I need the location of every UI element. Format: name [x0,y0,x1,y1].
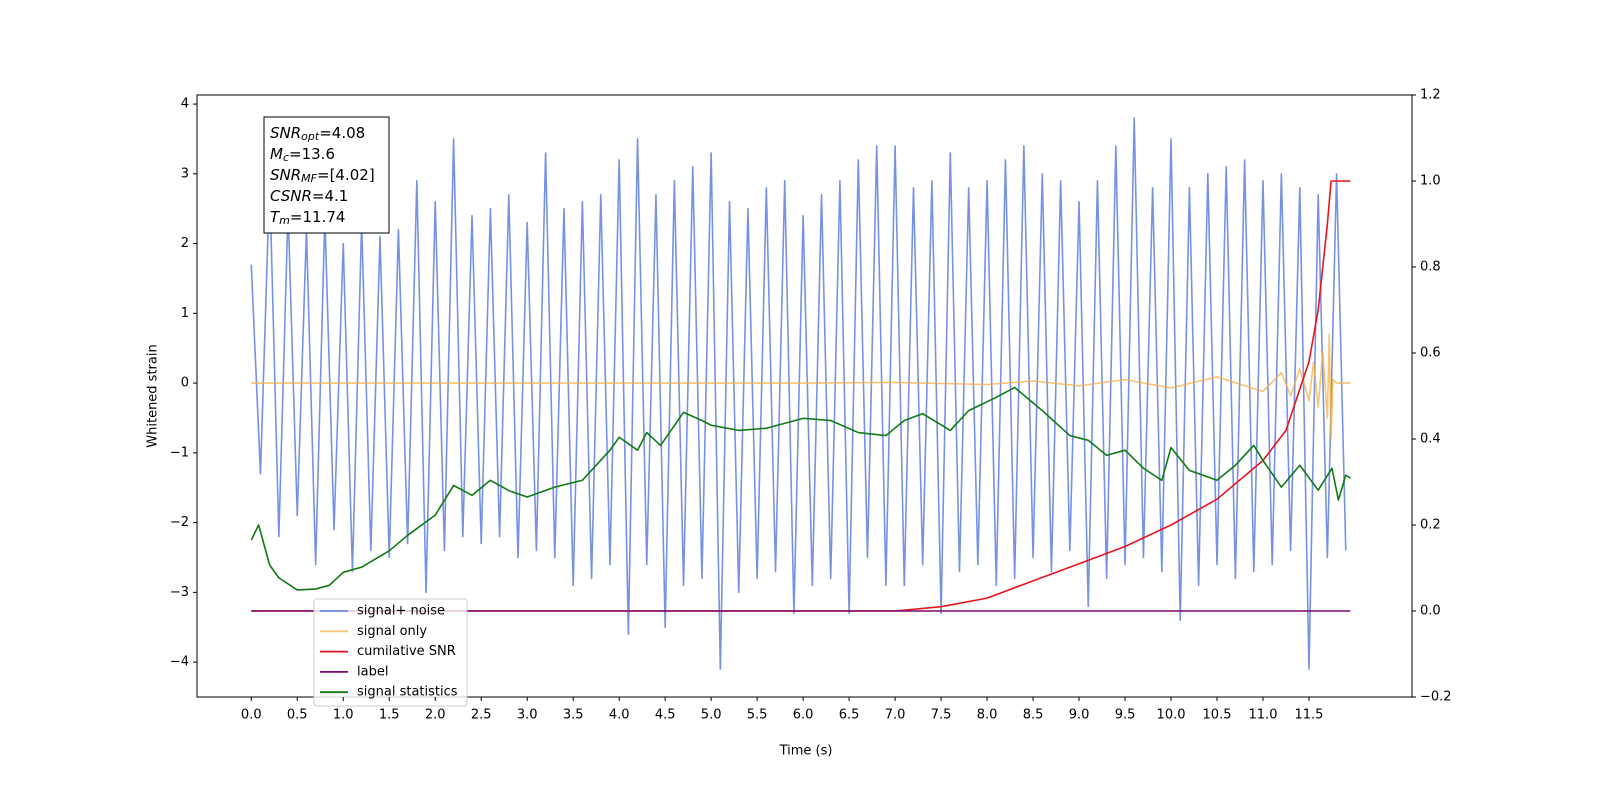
x-tick-label: 4.0 [609,708,630,723]
annotation-subscript: MF [301,172,317,185]
legend: signal+ noise signal only cumilative SNR la… [313,598,468,707]
annotation-line: CSNR=4.1 [270,187,348,205]
y2-tick-label: 1.0 [1420,174,1441,189]
x-tick-label: 10.5 [1203,708,1232,723]
y2-tick-label: 1.2 [1420,88,1441,103]
annotation-subscript: c [283,151,289,164]
annotation-frame [263,116,390,234]
annotation-line: Mc=13.6 [270,145,335,165]
y-tick-label: 2 [181,236,189,251]
series-line [250,386,1351,591]
y-axis-label: Whitened strain [146,344,161,447]
annotation-subscript: m [279,214,290,227]
y-tick-label: 4 [181,97,189,112]
x-tick-label: 6.5 [839,708,860,723]
x-tick-label: 5.5 [747,708,768,723]
annotation-box: SNRopt=4.08Mc=13.6SNRMF=[4.02]CSNR=4.1Tm… [263,116,390,234]
x-axis-label: Time (s) [779,744,833,759]
x-tick-label: 2.0 [425,708,446,723]
y2-tick-label: 0.4 [1420,432,1441,447]
x-tick-label: 3.0 [517,708,538,723]
x-tick-label: 7.0 [885,708,906,723]
x-tick-label: 11.5 [1295,708,1324,723]
x-tick-label: 8.5 [1023,708,1044,723]
annotation-line: SNRopt=4.08 [270,124,365,144]
series-line [251,333,1351,440]
annotation-name: SNR [270,124,301,142]
x-tick-label: 10.0 [1157,708,1186,723]
y2-tick-label: 0.0 [1420,604,1441,619]
x-tick-label: 1.0 [333,708,354,723]
x-tick-label: 0.0 [241,708,262,723]
y-tick-label: −1 [170,445,189,460]
x-tick-label: 5.0 [701,708,722,723]
annotation-name: T [270,208,281,226]
y-tick-label: 1 [181,306,189,321]
y2-tick-label: 0.2 [1420,518,1441,533]
legend-label: signal statistics [357,685,458,700]
annotation-name: SNR [270,166,301,184]
x-tick-label: 2.5 [471,708,492,723]
series-line [250,117,1347,670]
x-tick-label: 1.5 [379,708,400,723]
annotation-value: =[4.02] [317,166,375,184]
legend-label: cumilative SNR [357,644,456,659]
y-tick-label: −2 [170,515,189,530]
x-tick-label: 0.5 [287,708,308,723]
annotation-line: SNRMF=[4.02] [270,166,375,186]
legend-label: signal only [357,624,427,639]
annotation-line: Tm=11.74 [270,208,345,228]
y2-tick-label: 0.8 [1420,260,1441,275]
x-tick-label: 7.5 [931,708,952,723]
series-line [251,180,1351,612]
legend-label: signal+ noise [357,604,445,619]
annotation-value: =11.74 [290,208,346,226]
y-tick-label: 0 [181,376,189,391]
x-tick-label: 3.5 [563,708,584,723]
legend-frame [313,598,468,707]
x-tick-label: 9.5 [1115,708,1136,723]
annotation-name: M [270,145,283,163]
x-tick-label: 4.5 [655,708,676,723]
y-tick-label: −4 [170,655,189,670]
annotation-value: =4.1 [312,187,348,205]
annotation-value: =4.08 [319,124,365,142]
annotation-subscript: opt [301,130,320,143]
y-tick-label: 3 [181,166,189,181]
y2-tick-label: −0.2 [1420,690,1452,705]
axes-frame [196,94,1413,698]
x-tick-label: 8.0 [977,708,998,723]
x-tick-label: 11.0 [1249,708,1278,723]
x-tick-label: 6.0 [793,708,814,723]
legend-label: label [357,664,388,679]
y2-tick-label: 0.6 [1420,346,1441,361]
x-tick-label: 9.0 [1069,708,1090,723]
annotation-value: =13.6 [289,145,335,163]
y-tick-label: −3 [170,585,189,600]
annotation-name: CSNR [270,187,312,205]
